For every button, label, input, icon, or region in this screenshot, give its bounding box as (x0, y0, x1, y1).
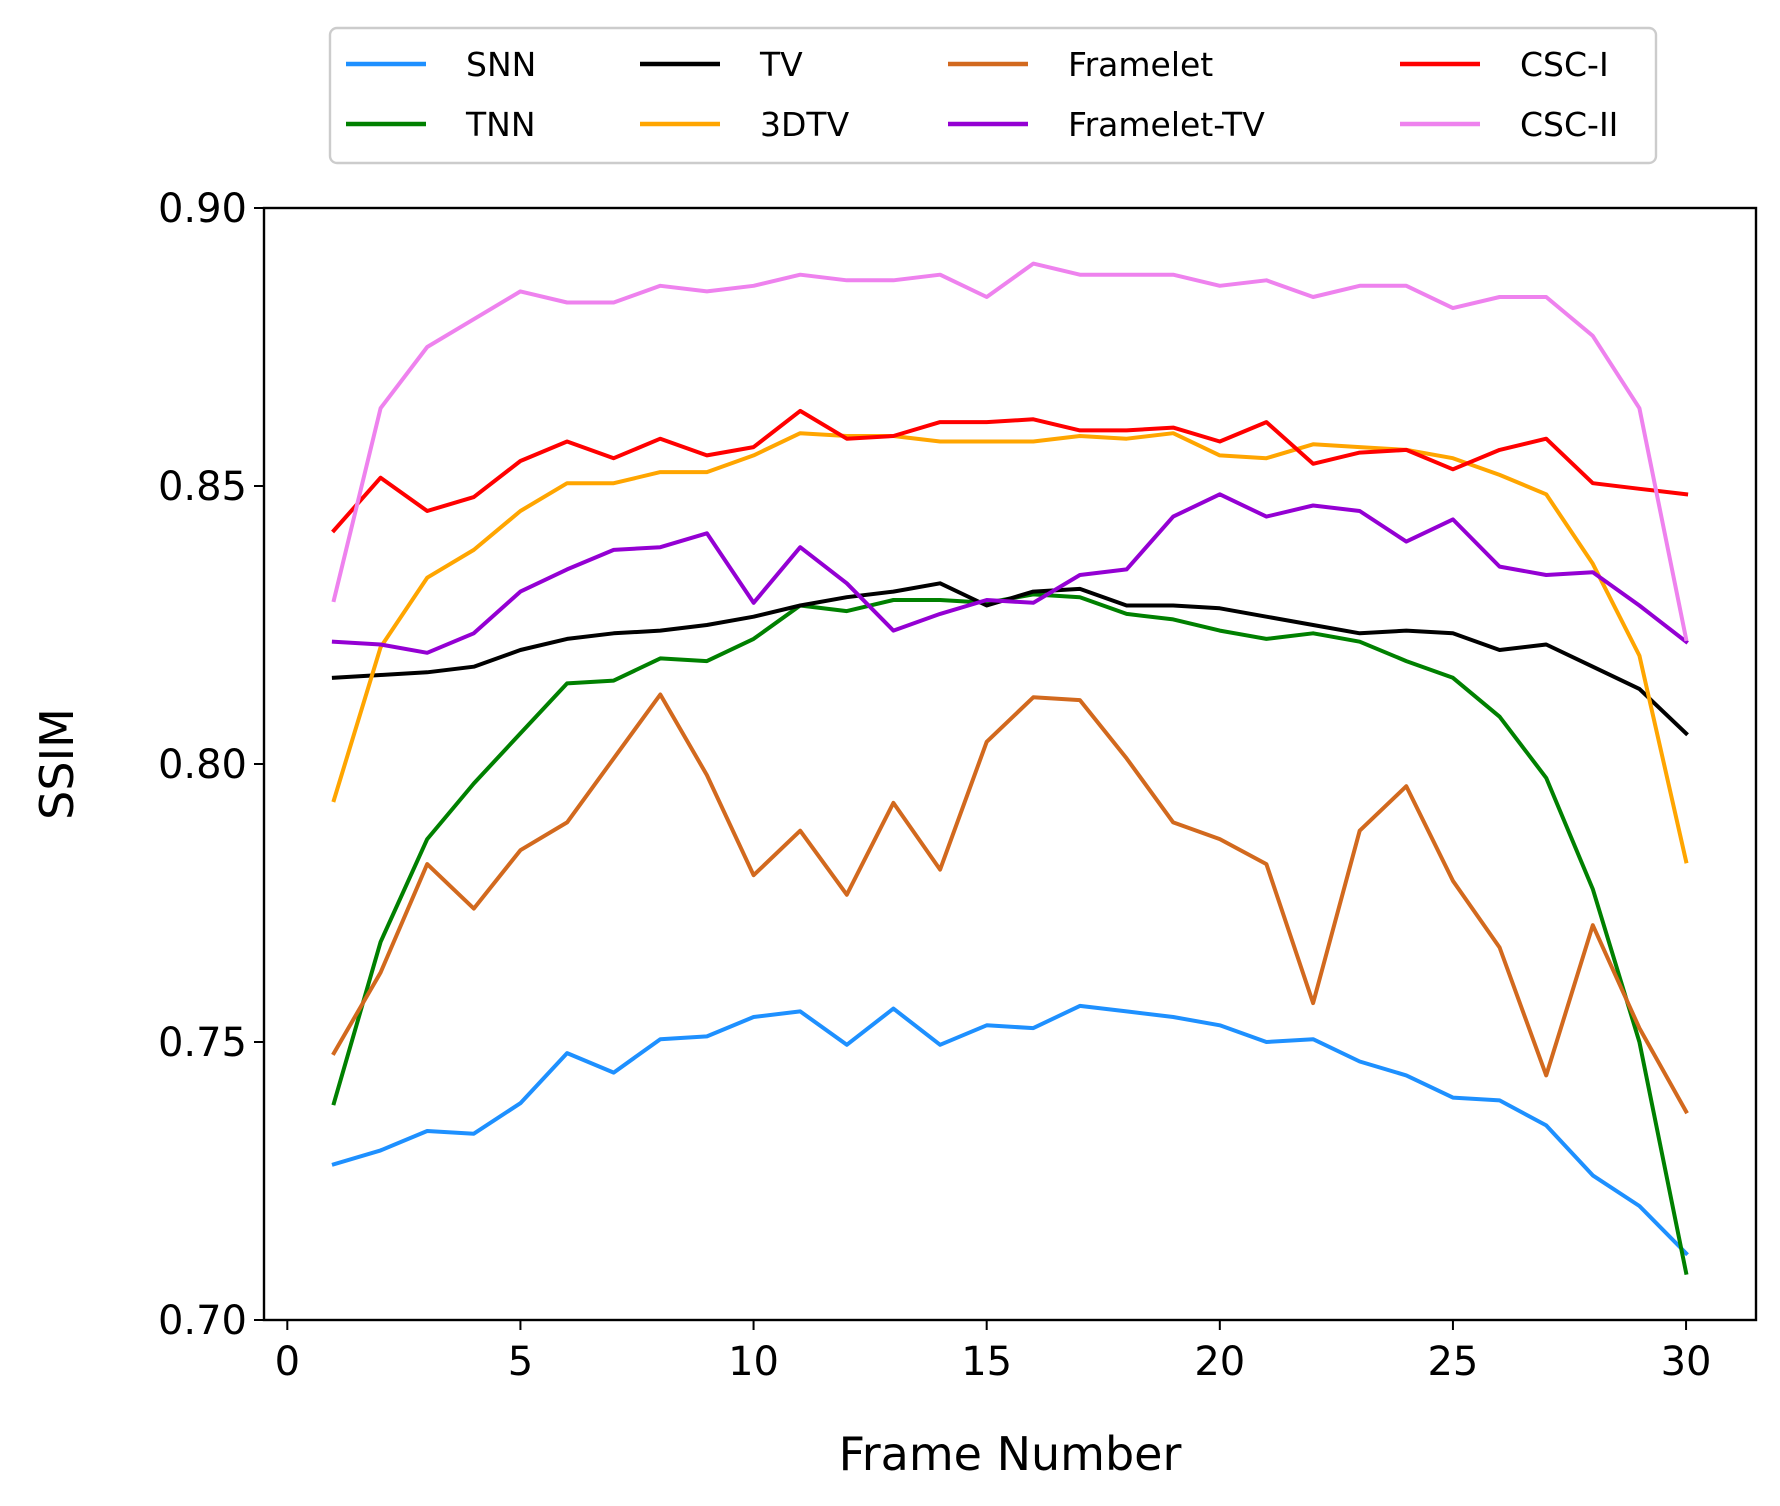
x-tick-label: 25 (1427, 1339, 1478, 1385)
x-tick-label: 30 (1661, 1339, 1712, 1385)
x-tick-label: 15 (961, 1339, 1012, 1385)
x-tick-label: 10 (728, 1339, 779, 1385)
y-tick-label: 0.70 (158, 1298, 247, 1344)
series-line-csc-i (331, 408, 1689, 534)
y-tick-label: 0.80 (158, 742, 247, 788)
x-tick-label: 5 (508, 1339, 533, 1385)
legend-label-csc-i: CSC-I (1520, 45, 1609, 84)
x-axis-label: Frame Number (839, 1427, 1182, 1481)
y-tick-label: 0.75 (158, 1020, 247, 1066)
legend: SNN TNN TV 3DTV Framelet Framelet-TV CSC-I CSC-… (328, 26, 1658, 165)
legend-label-tv: TV (759, 45, 803, 84)
series-line-3dtv (331, 431, 1689, 864)
series-line-snn (331, 1003, 1689, 1257)
series-line-framelet (331, 692, 1689, 1115)
y-tick-label: 0.90 (158, 186, 247, 232)
x-tick-label: 20 (1194, 1339, 1245, 1385)
legend-label-csc-ii: CSC-II (1520, 105, 1618, 144)
legend-label-framelet-tv: Framelet-TV (1068, 105, 1265, 144)
y-tick-label: 0.85 (158, 464, 247, 510)
series-line-tv (331, 581, 1689, 737)
series-line-tnn (331, 592, 1689, 1276)
axis-ticks: 0 5 10 15 20 25 30 0.70 0.75 0.80 0.85 0.90 (158, 186, 1712, 1385)
legend-label-framelet: Framelet (1068, 45, 1213, 84)
plot-frame (262, 206, 1758, 1322)
y-axis-label: SSIM (30, 708, 84, 820)
legend-label-snn: SNN (466, 45, 536, 84)
legend-label-3dtv: 3DTV (760, 105, 850, 144)
series-line-csc-ii (331, 261, 1689, 642)
series-lines (331, 261, 1689, 1276)
series-line-framelet-tv (331, 492, 1689, 655)
legend-label-tnn: TNN (465, 105, 536, 144)
x-tick-label: 0 (275, 1339, 300, 1385)
